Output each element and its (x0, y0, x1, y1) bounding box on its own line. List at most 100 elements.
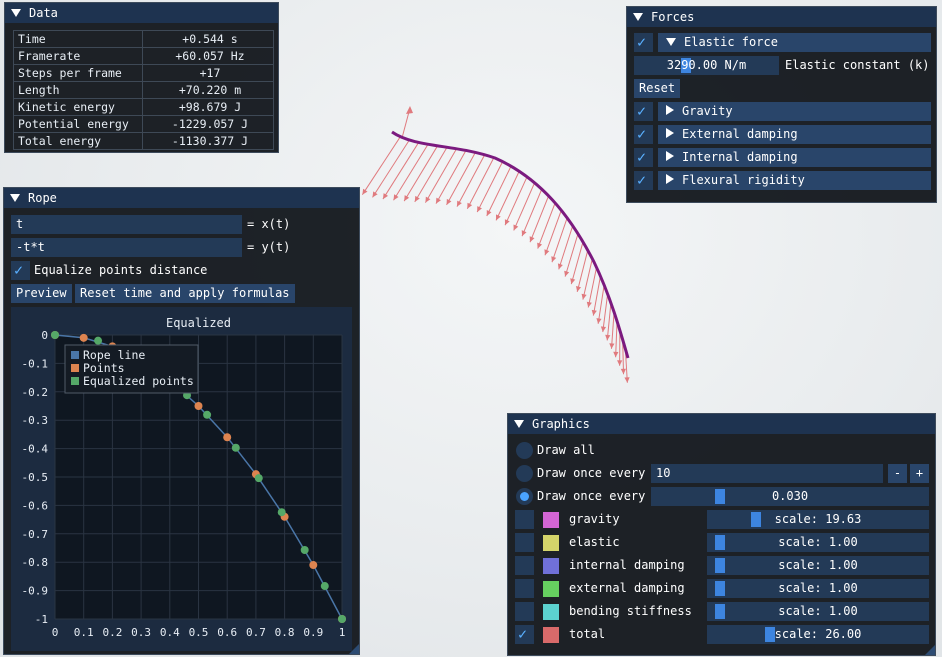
y-tick-label: -0.2 (22, 386, 49, 399)
collapse-icon[interactable] (10, 194, 20, 202)
elastic-enable-checkbox[interactable]: ✓ (634, 33, 653, 52)
forces-window-titlebar[interactable]: Forces (627, 7, 936, 27)
equalize-checkbox[interactable]: ✓ (11, 261, 30, 280)
force-arrow (456, 154, 486, 207)
force-visibility-checkbox[interactable] (515, 579, 534, 598)
collapse-icon[interactable] (11, 9, 21, 17)
force-color-swatch[interactable] (543, 581, 559, 597)
slider-grab[interactable] (715, 581, 725, 596)
force-enable-checkbox[interactable]: ✓ (634, 171, 653, 190)
arrow-head (609, 343, 615, 349)
force-visibility-checkbox[interactable]: ✓ (515, 625, 534, 644)
y-formula-input[interactable]: -t*t (11, 238, 242, 257)
force-arrow (361, 136, 401, 195)
force-color-swatch[interactable] (543, 535, 559, 551)
increment-button[interactable]: + (910, 464, 929, 483)
x-tick-label: 0.5 (189, 626, 209, 639)
draw-every-frames-input[interactable]: 10 (651, 464, 883, 483)
force-visibility-checkbox[interactable] (515, 533, 534, 552)
force-scale-slider[interactable]: scale: 26.00 (707, 625, 929, 644)
y-tick-label: -0.6 (22, 499, 49, 512)
force-color-swatch[interactable] (543, 512, 559, 528)
force-visibility-checkbox[interactable] (515, 510, 534, 529)
arrow-head (404, 195, 410, 202)
collapse-icon[interactable] (633, 13, 643, 21)
legend-swatch (71, 364, 79, 372)
y-tick-label: -0.4 (22, 443, 49, 456)
force-scale-slider[interactable]: scale: 1.00 (707, 556, 929, 575)
resize-grip[interactable] (925, 645, 935, 655)
force-name-label: internal damping (569, 558, 685, 572)
force-arrow (610, 312, 615, 349)
force-color-swatch[interactable] (543, 604, 559, 620)
force-visibility-checkbox[interactable] (515, 556, 534, 575)
data-window-titlebar[interactable]: Data (5, 3, 278, 23)
legend-entry: Points (83, 361, 125, 375)
force-arrow (393, 144, 429, 201)
force-color-swatch[interactable] (543, 627, 559, 643)
data-row-key: Framerate (13, 47, 143, 65)
force-enable-checkbox[interactable]: ✓ (634, 102, 653, 121)
collapse-icon[interactable] (514, 420, 524, 428)
force-visibility-checkbox[interactable] (515, 602, 534, 621)
equalized-plot[interactable]: 0 0.1 0.2 0.3 0.4 0.5 0.6 0.7 0.8 0.9 1 0 -0.1 -0.2 -0… (11, 307, 352, 651)
force-section-header[interactable]: External damping (658, 125, 931, 144)
force-arrow (414, 146, 448, 203)
slider-grab[interactable] (715, 535, 725, 550)
force-section-header[interactable]: Flexural rigidity (658, 171, 931, 190)
reset-apply-button[interactable]: Reset time and apply formulas (75, 284, 295, 303)
rope-window: Rope t = x(t) -t*t = y(t) ✓ Equalize poi… (3, 187, 360, 655)
elastic-force-header[interactable]: Elastic force (658, 33, 931, 52)
resize-grip[interactable] (349, 644, 359, 654)
graphics-window-titlebar[interactable]: Graphics (508, 414, 935, 434)
slider-grab[interactable] (751, 512, 761, 527)
slider-grab[interactable] (715, 604, 725, 619)
force-enable-checkbox[interactable]: ✓ (634, 125, 653, 144)
draw-every-time-slider[interactable]: 0.030 (651, 487, 929, 506)
draw-every-time-value: 0.030 (771, 489, 809, 503)
force-arrow (564, 233, 579, 277)
force-scale-slider[interactable]: scale: 1.00 (707, 533, 929, 552)
slider-grab[interactable] (765, 627, 775, 642)
equalized-point-marker (300, 545, 309, 554)
decrement-button[interactable]: - (888, 464, 907, 483)
force-scale-slider[interactable]: scale: 1.00 (707, 579, 929, 598)
equalized-point-marker (338, 615, 346, 623)
forces-reset-button[interactable]: Reset (634, 79, 681, 98)
data-row-key: Total energy (13, 132, 143, 150)
elastic-constant-grab[interactable] (681, 58, 691, 73)
elastic-constant-input[interactable]: 3290.00 N/m (634, 56, 779, 75)
slider-grab[interactable] (715, 489, 725, 504)
draw-every-frames-radio[interactable] (516, 465, 533, 482)
x-formula-input[interactable]: t (11, 215, 242, 234)
draw-all-radio[interactable] (516, 442, 533, 459)
force-scale-value: scale: 1.00 (778, 604, 858, 618)
check-icon: ✓ (637, 33, 647, 51)
force-scale-slider[interactable]: scale: 1.00 (707, 602, 929, 621)
force-color-swatch[interactable] (543, 558, 559, 574)
force-scale-value: scale: 19.63 (774, 512, 862, 526)
rope-window-titlebar[interactable]: Rope (4, 188, 359, 208)
data-row: Potential energy -1229.057 J (13, 115, 274, 133)
force-arrow (382, 142, 420, 200)
rope-window-title: Rope (28, 191, 57, 205)
force-arrow (424, 148, 457, 203)
x-tick-label: 0.2 (102, 626, 122, 639)
force-section-header[interactable]: Gravity (658, 102, 931, 121)
draw-every-time-radio[interactable] (516, 488, 533, 505)
force-section-header[interactable]: Internal damping (658, 148, 931, 167)
force-arrow (592, 276, 601, 316)
arrow-head (496, 214, 501, 221)
slider-grab[interactable] (715, 558, 725, 573)
chart-title: Equalized (166, 316, 231, 330)
data-row-value: +60.057 Hz (142, 47, 274, 65)
force-scale-slider[interactable]: scale: 19.63 (707, 510, 929, 529)
force-arrow (582, 258, 593, 300)
force-enable-checkbox[interactable]: ✓ (634, 148, 653, 167)
preview-button[interactable]: Preview (11, 284, 72, 303)
y-tick-label: -0.8 (22, 556, 49, 569)
y-tick-label: -1 (35, 613, 48, 626)
force-arrow (504, 176, 528, 226)
y-tick-label: -0.1 (22, 357, 49, 370)
